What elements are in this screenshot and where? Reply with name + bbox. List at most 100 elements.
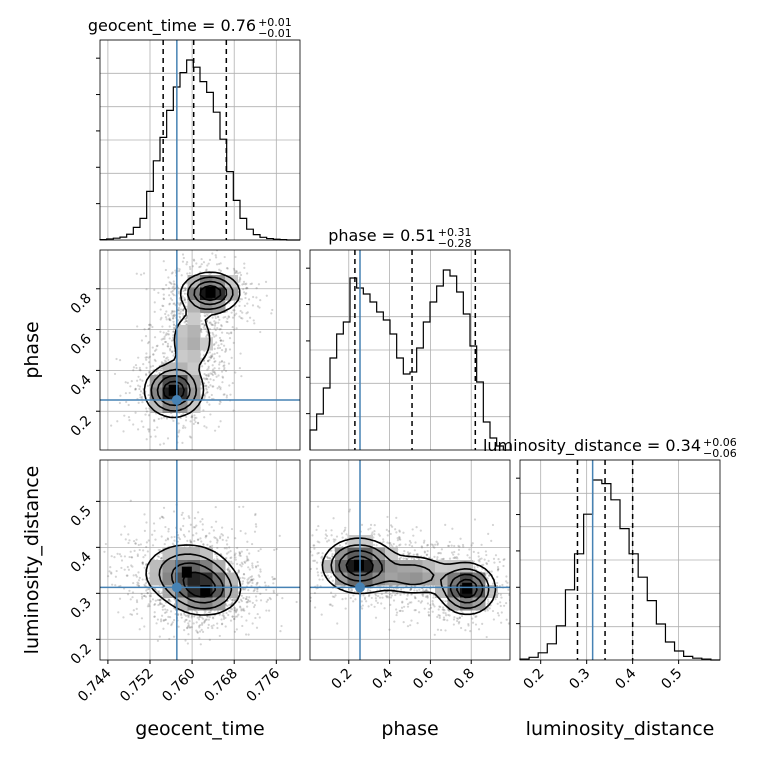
sample-point bbox=[147, 592, 149, 594]
sample-point bbox=[132, 582, 134, 584]
sample-point bbox=[334, 594, 336, 596]
sample-point bbox=[235, 559, 237, 561]
sample-point bbox=[119, 598, 121, 600]
sample-point bbox=[322, 578, 324, 580]
sample-point bbox=[209, 639, 211, 641]
sample-point bbox=[247, 311, 249, 313]
sample-point bbox=[368, 605, 370, 607]
sample-point bbox=[190, 436, 192, 438]
sample-point bbox=[364, 597, 366, 599]
sample-point bbox=[225, 539, 227, 541]
sample-point bbox=[226, 394, 228, 396]
sample-point bbox=[137, 428, 139, 430]
sample-point bbox=[241, 625, 243, 627]
sample-point bbox=[173, 324, 175, 326]
sample-point bbox=[544, 590, 546, 592]
sample-point bbox=[251, 562, 253, 564]
sample-point bbox=[332, 595, 334, 597]
sample-point bbox=[425, 596, 427, 598]
sample-point bbox=[255, 523, 257, 525]
sample-point bbox=[124, 555, 126, 557]
sample-point bbox=[146, 438, 148, 440]
sample-point bbox=[264, 581, 266, 583]
sample-point bbox=[418, 589, 420, 591]
sample-point bbox=[147, 550, 149, 552]
sample-point bbox=[141, 617, 143, 619]
sample-point bbox=[209, 384, 211, 386]
sample-point bbox=[128, 404, 130, 406]
sample-point bbox=[158, 549, 160, 551]
sample-point bbox=[259, 571, 261, 573]
sample-point bbox=[491, 570, 493, 572]
sample-point bbox=[242, 563, 244, 565]
sample-point bbox=[208, 381, 210, 383]
sample-point bbox=[432, 604, 434, 606]
sample-point bbox=[148, 430, 150, 432]
panel-title-luminosity_distance: luminosity_distance = 0.34 +0.06−0.06 bbox=[483, 436, 737, 460]
sample-point bbox=[219, 386, 221, 388]
sample-point bbox=[242, 506, 244, 508]
title-text: luminosity_distance = 0.34 bbox=[483, 436, 733, 456]
sample-point bbox=[257, 613, 259, 615]
sample-point bbox=[234, 631, 236, 633]
sample-point bbox=[248, 613, 250, 615]
sample-point bbox=[244, 293, 246, 295]
sample-point bbox=[383, 607, 385, 609]
sample-point bbox=[370, 524, 372, 526]
sample-point bbox=[244, 532, 246, 534]
sample-point bbox=[148, 414, 150, 416]
sample-point bbox=[133, 366, 135, 368]
sample-point bbox=[190, 524, 192, 526]
sample-point bbox=[526, 608, 528, 610]
sample-point bbox=[497, 603, 499, 605]
sample-point bbox=[226, 318, 228, 320]
sample-point bbox=[389, 604, 391, 606]
sample-point bbox=[234, 256, 236, 258]
sample-point bbox=[208, 263, 210, 265]
sample-point bbox=[445, 614, 447, 616]
sample-point bbox=[436, 544, 438, 546]
sample-point bbox=[223, 361, 225, 363]
sample-point bbox=[453, 616, 455, 618]
sample-point bbox=[435, 541, 437, 543]
sample-point bbox=[350, 597, 352, 599]
sample-point bbox=[222, 612, 224, 614]
sample-point bbox=[162, 338, 164, 340]
sample-point bbox=[193, 622, 195, 624]
sample-point bbox=[103, 551, 105, 553]
sample-point bbox=[208, 396, 210, 398]
sample-point bbox=[303, 583, 305, 585]
sample-point bbox=[207, 627, 209, 629]
sample-point bbox=[128, 419, 130, 421]
sample-point bbox=[361, 607, 363, 609]
sample-point bbox=[208, 532, 210, 534]
sample-point bbox=[221, 361, 223, 363]
sample-point bbox=[246, 287, 248, 289]
sample-point bbox=[211, 355, 213, 357]
sample-point bbox=[486, 636, 488, 638]
sample-point bbox=[492, 610, 494, 612]
sample-point bbox=[148, 572, 150, 574]
sample-point bbox=[142, 562, 144, 564]
sample-point bbox=[418, 611, 420, 613]
sample-point bbox=[209, 328, 211, 330]
sample-point bbox=[229, 348, 231, 350]
sample-point bbox=[186, 619, 188, 621]
sample-point bbox=[141, 380, 143, 382]
sample-point bbox=[440, 552, 442, 554]
sample-point bbox=[233, 329, 235, 331]
sample-point bbox=[507, 589, 509, 591]
sample-point bbox=[184, 293, 186, 295]
sample-point bbox=[215, 521, 217, 523]
sample-point bbox=[486, 572, 488, 574]
sample-point bbox=[531, 573, 533, 575]
sample-point bbox=[395, 608, 397, 610]
sample-point bbox=[234, 537, 236, 539]
sample-point bbox=[386, 529, 388, 531]
sample-point bbox=[239, 367, 241, 369]
sample-point bbox=[136, 273, 138, 275]
sample-point bbox=[325, 537, 327, 539]
sample-point bbox=[373, 530, 375, 532]
sample-point bbox=[167, 343, 169, 345]
sample-point bbox=[395, 517, 397, 519]
